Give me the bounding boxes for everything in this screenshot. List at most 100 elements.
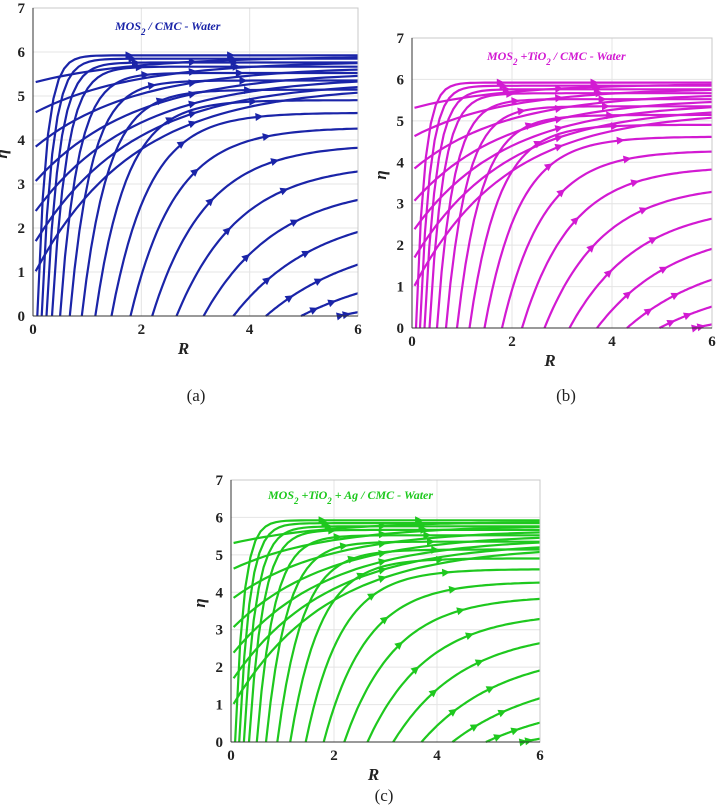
streamline-arrow [205,197,214,207]
streamline-arrow [239,76,248,85]
streamline-arrow [342,311,351,320]
streamlines [232,516,541,747]
y-tick-label: 0 [18,309,26,325]
y-tick-label: 5 [397,114,405,130]
streamline-arrow [428,689,438,698]
y-tick-label: 2 [18,221,26,237]
x-axis-label: R [367,765,379,784]
streamline-arrow [255,112,264,121]
streamline-arrow [147,81,157,90]
streamline-arrow [543,163,553,172]
streamline-arrow [165,117,175,125]
streamline-arrow [643,308,653,317]
streamline [175,170,359,317]
streamline-arrow [658,266,668,274]
streamline-arrow [190,168,199,177]
y-tick-label: 2 [397,238,405,254]
streamline-arrow [378,549,387,558]
streamline [413,94,713,170]
streamline-arrow [570,216,579,226]
streamline [423,88,712,329]
streamline-arrow [410,666,420,675]
streamline-arrow [499,81,508,90]
y-tick-label: 4 [397,155,405,171]
y-tick-label: 1 [18,265,26,281]
streamline [34,86,359,242]
streamline-arrow [339,542,349,551]
streamline-arrow [485,686,495,694]
streamline [543,190,713,329]
streamline [233,525,541,570]
streamline [35,62,359,114]
caption-c: (c) [374,786,394,805]
y-tick-label: 0 [216,735,224,751]
streamline-arrow [603,269,613,279]
y-tick-label: 0 [397,321,405,337]
y-tick-label: 6 [216,510,224,526]
streamline [35,56,359,84]
x-tick-label: 2 [508,334,516,350]
streamline-arrow [517,107,526,116]
streamline-arrow [279,187,289,196]
streamline-arrow [235,69,244,77]
streamline [233,521,540,545]
caption-b: (b) [556,386,576,405]
y-tick-label: 2 [216,660,224,676]
streamline-arrow [222,227,231,236]
streamline [392,642,541,743]
streamline-arrow [683,312,692,321]
streamline [451,697,541,743]
streamline-arrow [554,143,564,152]
y-tick-label: 5 [216,548,224,564]
x-tick-label: 6 [708,334,716,350]
streamline-arrow [638,207,648,215]
streamline [435,98,712,329]
streamline-arrow [456,607,465,616]
streamline-arrow [309,307,319,315]
streamlines [34,51,359,321]
streamline [247,528,540,743]
streamline [520,168,713,329]
x-tick-label: 4 [433,748,441,764]
streamline [59,71,358,317]
streamline-arrow [327,299,337,308]
y-tick-label: 3 [397,197,405,213]
streamline-arrow [378,530,387,539]
x-tick-label: 6 [536,748,544,764]
streamline-arrow [510,727,520,736]
streamline-arrow [131,58,140,67]
streamline-arrow [378,566,387,575]
streamline-arrow [502,85,511,94]
streamline-arrow [630,179,640,188]
streamline [366,617,541,743]
streamline-arrow [270,158,280,166]
streamline [232,550,541,705]
streamline [414,81,712,329]
streamline [420,669,541,743]
streamline [255,534,540,743]
y-tick-label: 7 [18,1,26,17]
streamline [265,263,359,317]
y-tick-label: 6 [18,45,26,61]
streamline [45,61,358,317]
streamline [34,80,359,212]
y-tick-label: 7 [397,31,405,47]
streamline [483,135,712,329]
streamline-arrow [493,734,503,742]
streamline [151,146,359,317]
streamline-arrow [448,585,458,594]
streamline [626,278,713,329]
streamline-arrow [378,521,387,530]
streamline [232,546,541,679]
y-tick-label: 3 [18,177,26,193]
streamline-arrow [188,67,197,76]
streamline-arrow [465,632,474,641]
y-tick-label: 3 [216,623,224,639]
streamline-arrow [556,189,565,198]
streamline [202,198,359,317]
streamline-arrow [289,219,299,227]
streamline [428,92,712,329]
streamline-arrow [313,278,323,286]
chart-title: MOS2 +TiO2 / CMC - Water [486,49,626,67]
streamline-arrow [696,323,706,332]
